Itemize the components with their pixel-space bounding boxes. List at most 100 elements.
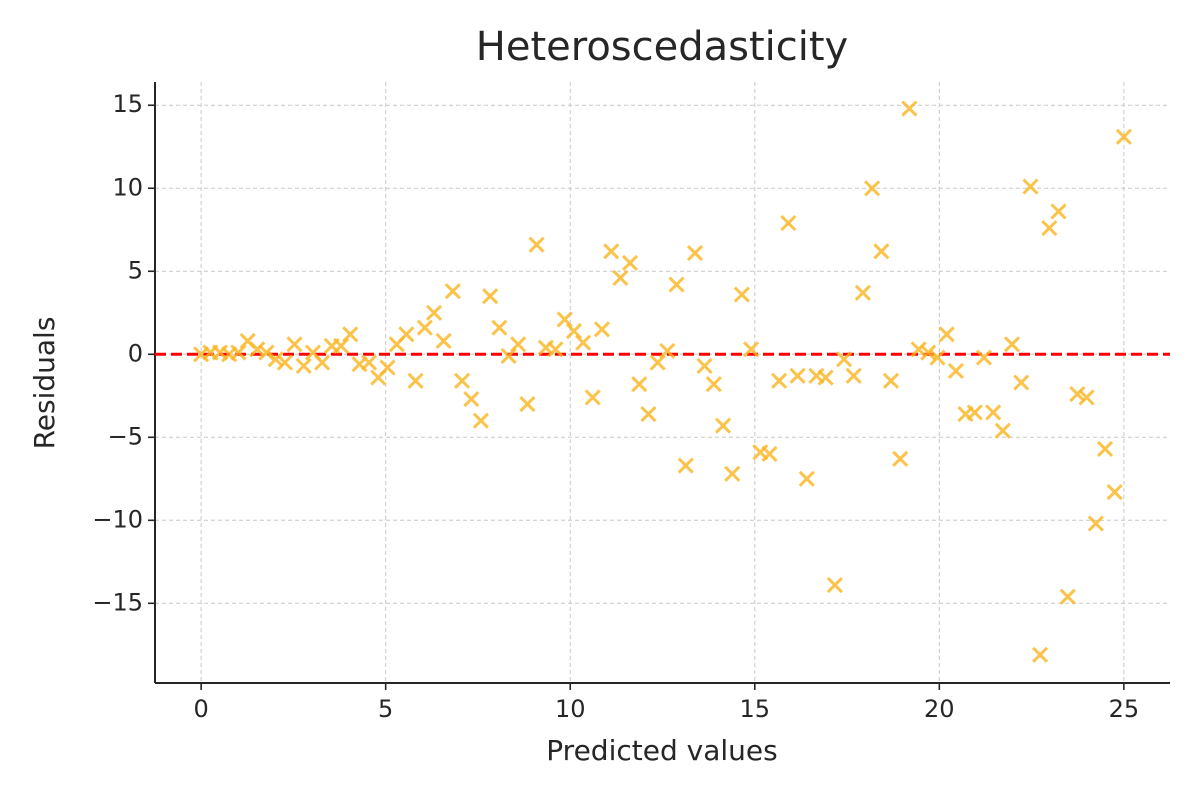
scatter-point	[258, 344, 275, 361]
scatter-point	[407, 372, 424, 389]
scatter-point	[510, 336, 527, 353]
scatter-point	[938, 326, 955, 343]
scatter-point	[361, 354, 378, 371]
x-tick-label: 25	[1109, 695, 1140, 723]
scatter-point	[286, 336, 303, 353]
scatter-point	[994, 422, 1011, 439]
scatter-point	[565, 322, 582, 340]
scatter-point	[789, 367, 806, 384]
scatter-point	[975, 349, 993, 366]
scatter-point	[640, 405, 657, 423]
scatter-point	[686, 244, 704, 262]
scatter-point	[696, 357, 713, 374]
scatter-point	[892, 450, 909, 467]
scatter-point	[817, 369, 834, 386]
scatter-point	[798, 470, 815, 487]
scatter-point	[1013, 374, 1030, 391]
scatter-point	[882, 372, 900, 389]
scatter-point	[733, 286, 750, 303]
scatter-point	[780, 215, 797, 232]
scatter-point	[472, 412, 489, 429]
scatter-point	[836, 351, 853, 368]
chart-title: Heteroscedasticity	[476, 24, 848, 70]
scatter-point	[901, 100, 918, 117]
scatter-point	[398, 326, 415, 343]
scatter-point	[920, 344, 937, 361]
scatter-point	[295, 357, 312, 374]
scatter-point	[714, 417, 732, 434]
scatter-point	[668, 276, 685, 293]
scatter-point	[985, 404, 1002, 421]
scatter-point	[1022, 178, 1039, 195]
scatter-point	[1096, 440, 1114, 457]
y-tick-label: −5	[108, 422, 143, 450]
scatter-point	[435, 332, 452, 350]
scatter-point	[826, 576, 843, 594]
scatter-point	[416, 319, 433, 336]
scatter-point	[743, 341, 760, 358]
scatter-point	[1059, 588, 1076, 605]
scatter-point	[1078, 389, 1095, 406]
scatter-point	[491, 319, 508, 336]
y-tick-label: 0	[128, 339, 143, 367]
scatter-point	[425, 304, 443, 321]
scatter-point	[873, 243, 890, 260]
scatter-point	[593, 321, 611, 338]
scatter-point	[230, 344, 247, 361]
scatter-point	[761, 445, 778, 462]
scatter-point	[1087, 515, 1104, 532]
scatter-point	[379, 359, 396, 376]
scatter-point	[267, 351, 284, 368]
scatter-point	[547, 341, 564, 358]
x-tick-label: 20	[924, 695, 955, 723]
scatter-point	[677, 457, 694, 474]
scatter-point	[864, 180, 881, 197]
scatter-point	[771, 372, 788, 389]
scatter-point	[1003, 336, 1021, 353]
scatter-point	[342, 326, 359, 343]
scatter-point	[1069, 386, 1086, 403]
y-tick-label: 10	[112, 173, 143, 201]
x-axis-label: Predicted values	[546, 734, 777, 767]
scatter-point	[612, 269, 629, 286]
scatter-point	[631, 376, 648, 393]
scatter-point	[276, 354, 293, 371]
y-tick-label: −15	[92, 588, 143, 616]
scatter-point	[482, 288, 499, 305]
scatter-point	[584, 389, 601, 406]
scatter-point	[705, 376, 722, 393]
scatter-point	[314, 354, 331, 371]
scatter-point	[332, 337, 350, 355]
x-tick-label: 5	[378, 695, 393, 723]
scatter-point	[947, 362, 964, 379]
scatter-point	[444, 283, 461, 300]
scatter-point	[929, 349, 946, 366]
scatter-point	[1041, 220, 1058, 237]
scatter-point	[528, 236, 545, 253]
y-tick-label: 5	[128, 256, 143, 284]
y-tick-label: −10	[92, 505, 143, 533]
scatter-point	[621, 254, 639, 272]
scatter-point	[603, 243, 620, 260]
scatter-point	[463, 391, 480, 408]
scatter-point	[845, 367, 862, 384]
scatter-point	[724, 465, 741, 482]
scatter-point	[1032, 646, 1049, 663]
scatter-point	[519, 396, 536, 413]
scatter-point	[659, 342, 676, 360]
x-tick-label: 0	[193, 695, 208, 723]
x-tick-label: 10	[555, 695, 586, 723]
scatter-point	[556, 311, 573, 328]
scatter-point	[249, 341, 266, 358]
y-axis-label: Residuals	[28, 317, 61, 450]
x-tick-label: 15	[739, 695, 770, 723]
y-tick-label: 15	[112, 90, 143, 118]
scatter-point	[854, 284, 871, 301]
scatter-point	[454, 372, 471, 389]
scatter-point	[910, 341, 927, 358]
scatter-point	[966, 404, 983, 421]
scatter-point	[1050, 203, 1067, 220]
scatter-point	[1106, 484, 1123, 501]
